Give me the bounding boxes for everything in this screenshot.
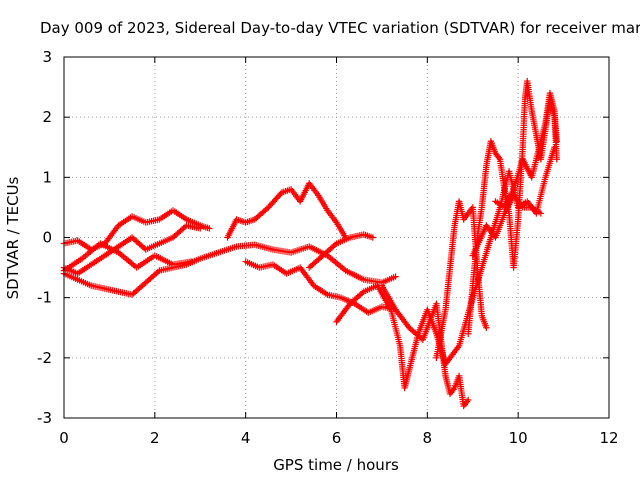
data-point <box>465 396 472 404</box>
y-tick-label: -2 <box>37 349 52 367</box>
y-tick-label: -3 <box>37 409 52 427</box>
data-point <box>463 398 471 405</box>
y-tick-label: 0 <box>42 229 52 247</box>
x-axis-label: GPS time / hours <box>273 456 399 474</box>
data-point <box>445 356 453 363</box>
data-point <box>331 241 339 249</box>
x-tick-label: 6 <box>332 429 342 447</box>
grid <box>64 57 609 418</box>
data-point <box>450 386 457 393</box>
data-point <box>392 273 399 280</box>
y-tick-label: 1 <box>42 168 52 186</box>
data-point <box>359 289 366 297</box>
x-tick-label: 0 <box>59 429 69 447</box>
x-tick-label: 8 <box>423 429 433 447</box>
data-point <box>553 138 560 145</box>
data-point <box>263 205 271 212</box>
data-point <box>154 268 162 276</box>
x-tick-label: 10 <box>509 429 528 447</box>
y-tick-label: 3 <box>42 48 52 66</box>
data-point <box>181 223 189 231</box>
x-tick-label: 2 <box>150 429 160 447</box>
data-point <box>537 210 545 217</box>
data-point <box>495 154 503 161</box>
y-axis-label: SDTVAR / TECUs <box>4 176 22 299</box>
chart-title: Day 009 of 2023, Sidereal Day-to-day VTE… <box>40 19 640 37</box>
data-marks <box>60 77 560 410</box>
x-tick-label: 12 <box>599 429 618 447</box>
y-tick-label: -1 <box>37 289 52 307</box>
data-point <box>483 324 490 331</box>
y-tick-label: 2 <box>42 108 52 126</box>
data-point <box>197 225 204 232</box>
data-point <box>369 234 377 241</box>
data-point <box>553 156 560 163</box>
data-point <box>187 258 195 265</box>
x-tick-label: 4 <box>241 429 251 447</box>
data-point <box>206 225 213 232</box>
plot-frame <box>63 56 610 419</box>
